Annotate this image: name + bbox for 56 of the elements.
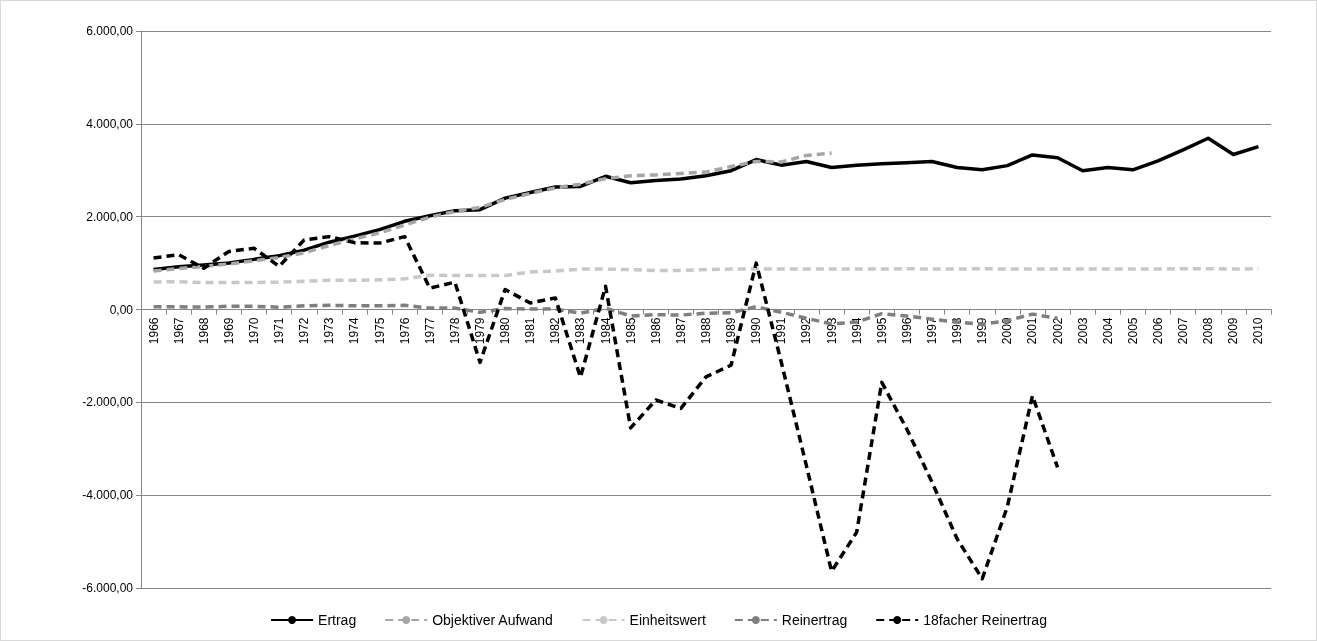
x-tick-label: 2007 bbox=[1176, 317, 1191, 345]
x-tick-label: 1979 bbox=[473, 317, 487, 345]
x-tick-label: 1980 bbox=[498, 317, 513, 345]
legend-label: Ertrag bbox=[318, 612, 357, 628]
x-tick-label: 1988 bbox=[699, 317, 713, 345]
y-tick-label: 4.000,00 bbox=[86, 116, 134, 131]
x-tick-label: 1966 bbox=[146, 317, 161, 345]
x-tick-label: 1969 bbox=[221, 317, 236, 345]
x-tick-label: 1990 bbox=[749, 317, 764, 345]
x-tick-label: 1971 bbox=[272, 317, 287, 345]
y-tick-label: -6.000,00 bbox=[82, 581, 134, 595]
x-tick-label: 1973 bbox=[322, 317, 337, 345]
x-tick-label: 2006 bbox=[1151, 317, 1165, 345]
y-tick-label: -2.000,00 bbox=[82, 395, 134, 410]
y-tick-label: 6.000,00 bbox=[86, 24, 134, 38]
x-tick-label: 1982 bbox=[548, 317, 563, 345]
x-tick-label: 1977 bbox=[422, 317, 437, 345]
x-tick-label: 1967 bbox=[171, 317, 186, 345]
x-tick-label: 2008 bbox=[1201, 317, 1216, 345]
x-tick-label: 1996 bbox=[899, 317, 914, 345]
x-tick-label: 1974 bbox=[347, 317, 362, 345]
x-tick-label: 1987 bbox=[673, 317, 688, 345]
x-tick-label: 1991 bbox=[774, 317, 789, 345]
y-tick-label: 0,00 bbox=[109, 302, 134, 317]
x-tick-label: 1984 bbox=[598, 317, 613, 345]
x-tick-label: 1995 bbox=[874, 317, 889, 345]
x-tick-label: 2010 bbox=[1251, 317, 1266, 345]
x-tick-label: 1985 bbox=[623, 317, 638, 345]
x-tick-label: 1972 bbox=[297, 317, 312, 345]
legend-label: Objektiver Aufwand bbox=[432, 612, 553, 628]
x-tick-label: 2001 bbox=[1025, 317, 1040, 345]
y-tick-label: -4.000,00 bbox=[82, 488, 134, 503]
x-tick-label: 2000 bbox=[1000, 317, 1015, 345]
x-tick-label: 1993 bbox=[824, 317, 839, 345]
line-series bbox=[151, 151, 834, 273]
x-tick-label: 2003 bbox=[1075, 317, 1090, 345]
x-tick-label: 1981 bbox=[523, 317, 538, 345]
legend-label: Reinertrag bbox=[781, 612, 848, 628]
legend-label: 18facher Reinertrag bbox=[923, 612, 1047, 628]
x-tick-label: 2004 bbox=[1100, 317, 1115, 345]
x-tick-label: 1992 bbox=[799, 317, 814, 345]
x-tick-label: 1994 bbox=[849, 317, 864, 345]
x-tick-label: 2009 bbox=[1226, 317, 1241, 345]
x-tick-label: 2002 bbox=[1050, 317, 1065, 345]
x-tick-label: 1970 bbox=[247, 317, 261, 345]
legend-label: Einheitswert bbox=[629, 612, 706, 628]
y-tick-label: 2.000,00 bbox=[86, 209, 134, 224]
x-tick-label: 1999 bbox=[975, 317, 990, 345]
x-tick-label: 2005 bbox=[1125, 317, 1140, 345]
x-tick-label: 1989 bbox=[724, 317, 739, 345]
x-tick-label: 1983 bbox=[573, 317, 588, 345]
x-tick-label: 1968 bbox=[196, 317, 211, 345]
x-tick-label: 1976 bbox=[397, 317, 412, 345]
x-tick-label: 1986 bbox=[648, 317, 663, 345]
x-tick-label: 1978 bbox=[447, 317, 462, 345]
x-tick-label: 1975 bbox=[372, 317, 387, 345]
